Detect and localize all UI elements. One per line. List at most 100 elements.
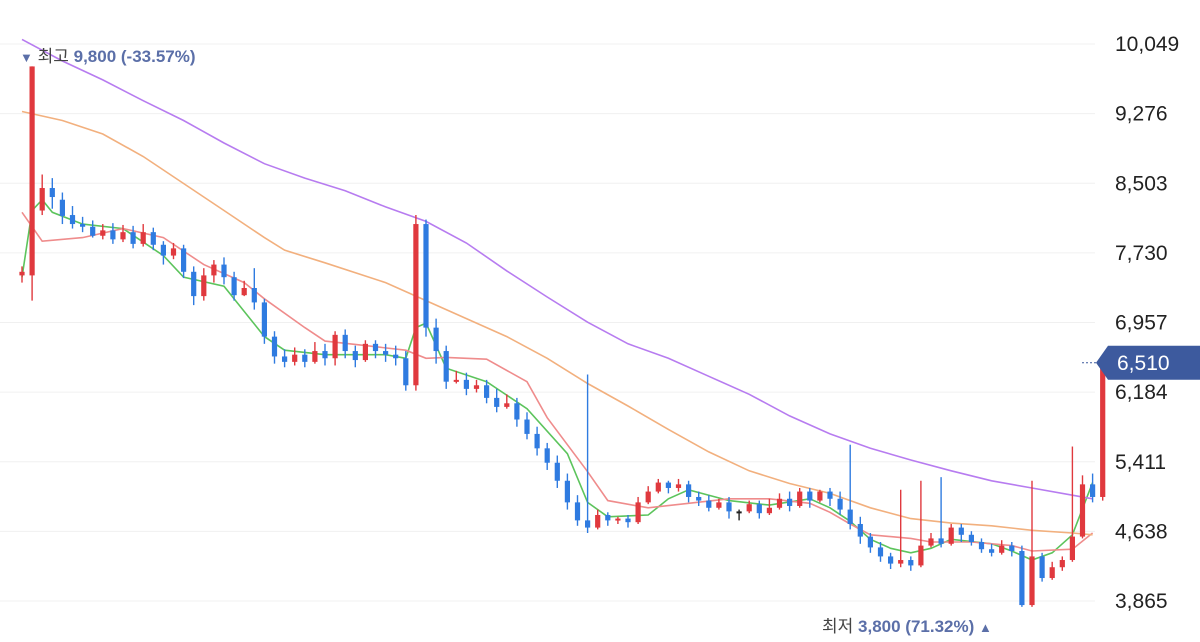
candle-body bbox=[867, 536, 873, 548]
candle bbox=[352, 345, 358, 368]
candle-body bbox=[978, 542, 985, 550]
candle-body bbox=[524, 419, 530, 434]
candle bbox=[716, 498, 722, 510]
candle-body bbox=[534, 433, 540, 449]
candle-body bbox=[211, 264, 217, 276]
candle-body bbox=[29, 66, 35, 276]
candle-body bbox=[968, 534, 974, 543]
y-tick-label: 6,184 bbox=[1115, 381, 1168, 404]
candle bbox=[837, 491, 843, 515]
candle-body bbox=[585, 520, 591, 528]
candle bbox=[170, 242, 177, 260]
candle bbox=[100, 224, 106, 240]
candle bbox=[1019, 545, 1025, 607]
candle bbox=[383, 343, 389, 362]
candle-body bbox=[847, 509, 853, 524]
candle bbox=[302, 349, 308, 368]
candle bbox=[19, 266, 25, 283]
candle-body bbox=[1009, 545, 1015, 552]
candle bbox=[372, 340, 379, 359]
candle-body bbox=[473, 385, 480, 389]
candle-body bbox=[645, 491, 651, 503]
low-label: 최저 bbox=[822, 617, 854, 636]
candle bbox=[201, 268, 207, 301]
candle-body bbox=[564, 480, 570, 503]
candle-body bbox=[514, 403, 520, 420]
candle bbox=[150, 227, 156, 251]
candle bbox=[484, 379, 490, 404]
candle-body bbox=[110, 230, 116, 240]
candle bbox=[181, 244, 187, 279]
candle bbox=[554, 455, 560, 488]
candle bbox=[39, 174, 45, 216]
candle-body bbox=[938, 538, 944, 544]
candle bbox=[766, 498, 772, 515]
candle-body bbox=[494, 397, 500, 407]
candle-body bbox=[251, 288, 257, 303]
candle-body bbox=[170, 248, 177, 256]
candle bbox=[989, 543, 995, 557]
candle bbox=[1049, 561, 1055, 580]
candle-body bbox=[100, 230, 106, 236]
candle bbox=[898, 489, 904, 568]
candle-body bbox=[625, 518, 631, 523]
candle-body bbox=[706, 500, 712, 508]
candle-body bbox=[504, 403, 510, 407]
candle-body bbox=[928, 538, 934, 546]
candle-body bbox=[716, 502, 722, 508]
candle bbox=[574, 495, 581, 526]
candle-body bbox=[484, 385, 490, 398]
candle-body bbox=[675, 484, 682, 488]
candle-body bbox=[888, 556, 894, 564]
candle bbox=[645, 486, 651, 505]
candle-body bbox=[1100, 362, 1106, 497]
candle-body bbox=[140, 232, 146, 244]
candle-body bbox=[282, 356, 288, 362]
candle-body bbox=[554, 462, 560, 481]
candle bbox=[1079, 475, 1086, 539]
candle bbox=[29, 66, 35, 301]
candle bbox=[564, 473, 570, 510]
y-tick-label: 8,503 bbox=[1115, 172, 1168, 195]
candle bbox=[756, 500, 762, 519]
moving-average-line bbox=[21, 38, 1093, 500]
candle bbox=[776, 493, 783, 510]
candle-body bbox=[241, 288, 247, 296]
candle bbox=[948, 523, 954, 546]
candle-body bbox=[999, 545, 1005, 553]
candle bbox=[211, 260, 217, 283]
moving-average-line bbox=[21, 110, 1093, 536]
candle-body bbox=[574, 502, 581, 521]
candle bbox=[675, 478, 682, 492]
candle bbox=[49, 178, 55, 209]
candle-body bbox=[877, 547, 884, 557]
candle bbox=[292, 347, 298, 366]
candle-body bbox=[797, 491, 803, 506]
candle bbox=[413, 215, 419, 391]
candle bbox=[605, 512, 611, 526]
candle bbox=[473, 379, 480, 393]
candle-body bbox=[1069, 536, 1075, 561]
candle-body bbox=[948, 527, 954, 544]
candle-body bbox=[413, 224, 419, 386]
candle bbox=[797, 487, 803, 508]
candle bbox=[433, 318, 439, 364]
candle-body bbox=[342, 334, 348, 352]
candle bbox=[453, 370, 459, 384]
candle bbox=[251, 268, 257, 310]
candle-body bbox=[746, 504, 752, 512]
candle bbox=[261, 298, 267, 344]
candle-body bbox=[776, 498, 783, 508]
candle-body bbox=[221, 264, 227, 278]
candle-body bbox=[665, 482, 671, 488]
candle-body bbox=[302, 354, 308, 362]
candle-body bbox=[120, 232, 126, 240]
candle bbox=[130, 225, 136, 249]
candle-body bbox=[191, 271, 197, 297]
candle bbox=[918, 480, 924, 568]
current-price-tag bbox=[1096, 345, 1200, 380]
candle bbox=[69, 206, 76, 229]
candle-body bbox=[130, 232, 136, 244]
